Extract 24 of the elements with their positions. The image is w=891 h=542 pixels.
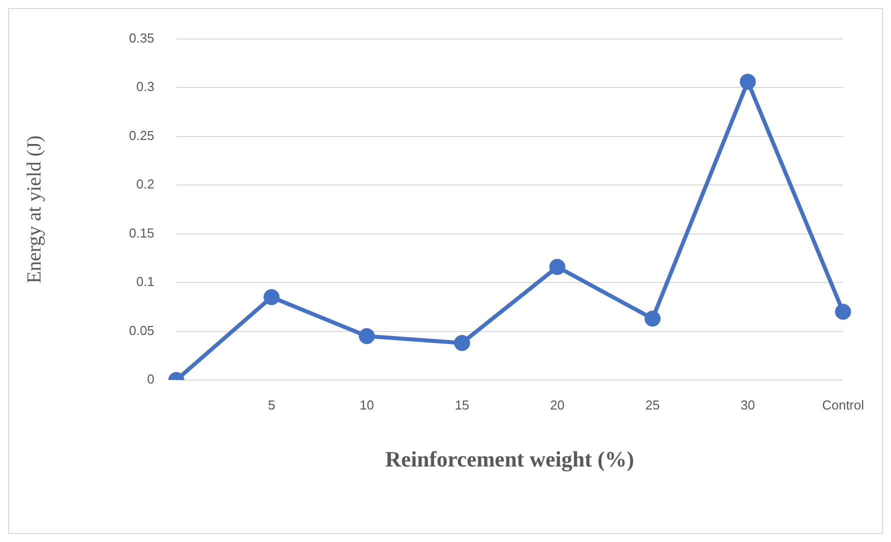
y-tick-label: 0.2	[136, 176, 154, 192]
x-axis-title: Reinforcement weight (%)	[385, 446, 634, 472]
y-tick-label: 0.3	[136, 79, 154, 94]
x-tick-label: 15	[454, 397, 470, 412]
x-tick-label: 30	[740, 397, 756, 412]
y-tick-label: 0.15	[128, 225, 154, 240]
x-tick-label: 10	[360, 397, 374, 412]
x-tick-label: 5	[268, 397, 276, 412]
point	[549, 258, 566, 275]
y-tick-label: 0.25	[128, 128, 154, 143]
y-tick-label: 0.1	[136, 274, 154, 290]
x-tick-label: 25	[645, 397, 660, 412]
x-tick-label: 20	[550, 397, 565, 412]
point	[644, 310, 661, 327]
y-tick-label: 0	[147, 372, 154, 387]
point	[358, 328, 375, 344]
x-tick-label: Control	[822, 397, 864, 412]
y-axis-title: Energy at yield (J)	[23, 135, 46, 284]
point	[740, 74, 756, 90]
point	[454, 334, 470, 351]
point	[264, 289, 280, 306]
point	[835, 304, 852, 320]
y-tick-label: 0.35	[128, 30, 154, 46]
y-tick-label: 0.05	[128, 322, 154, 338]
